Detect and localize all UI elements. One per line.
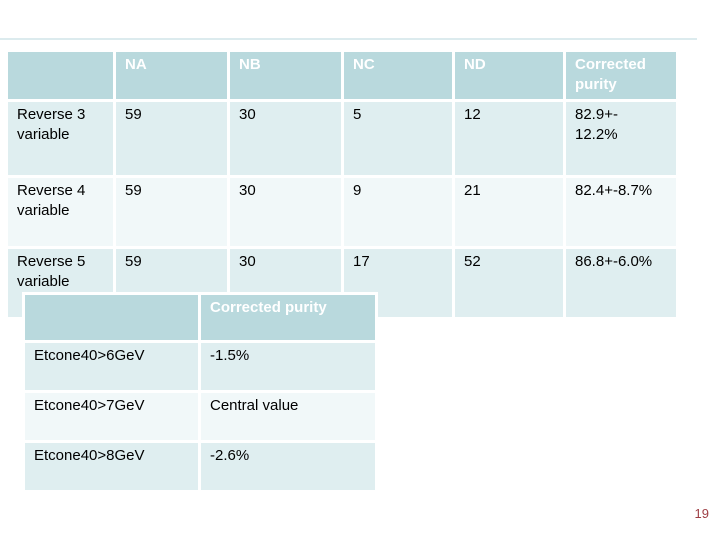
corrections-row-label: Etcone40>7GeV: [25, 393, 198, 440]
results-header-na: NA: [116, 52, 227, 99]
results-cell: 12: [455, 102, 563, 175]
results-cell: 59: [116, 102, 227, 175]
corrections-row-label: Etcone40>8GeV: [25, 443, 198, 490]
results-cell: 21: [455, 178, 563, 246]
results-cell: 86.8+-6.0%: [566, 249, 676, 317]
results-cell: 30: [230, 102, 341, 175]
top-divider-line: [0, 38, 697, 40]
corrections-header-empty: [25, 295, 198, 340]
results-header-nb: NB: [230, 52, 341, 99]
results-row-label: Reverse 4 variable: [8, 178, 113, 246]
results-header-corrected-purity: Corrected purity: [566, 52, 676, 99]
results-cell: 82.9+- 12.2%: [566, 102, 676, 175]
corrections-cell: Central value: [201, 393, 375, 440]
corrections-header-corrected-purity: Corrected purity: [201, 295, 375, 340]
results-cell: 59: [116, 178, 227, 246]
results-header-nc: NC: [344, 52, 452, 99]
corrections-table: Corrected purity Etcone40>6GeV -1.5% Etc…: [22, 292, 378, 493]
results-table: NA NB NC ND Corrected purity Reverse 3 v…: [8, 52, 676, 317]
results-cell: 52: [455, 249, 563, 317]
results-cell: 5: [344, 102, 452, 175]
page-number: 19: [694, 506, 709, 521]
results-row-label: Reverse 3 variable: [8, 102, 113, 175]
results-header-nd: ND: [455, 52, 563, 99]
results-header-empty: [8, 52, 113, 99]
results-cell: 9: [344, 178, 452, 246]
results-cell: 30: [230, 178, 341, 246]
results-cell: 82.4+-8.7%: [566, 178, 676, 246]
corrections-row-label: Etcone40>6GeV: [25, 343, 198, 390]
corrections-cell: -1.5%: [201, 343, 375, 390]
corrections-cell: -2.6%: [201, 443, 375, 490]
